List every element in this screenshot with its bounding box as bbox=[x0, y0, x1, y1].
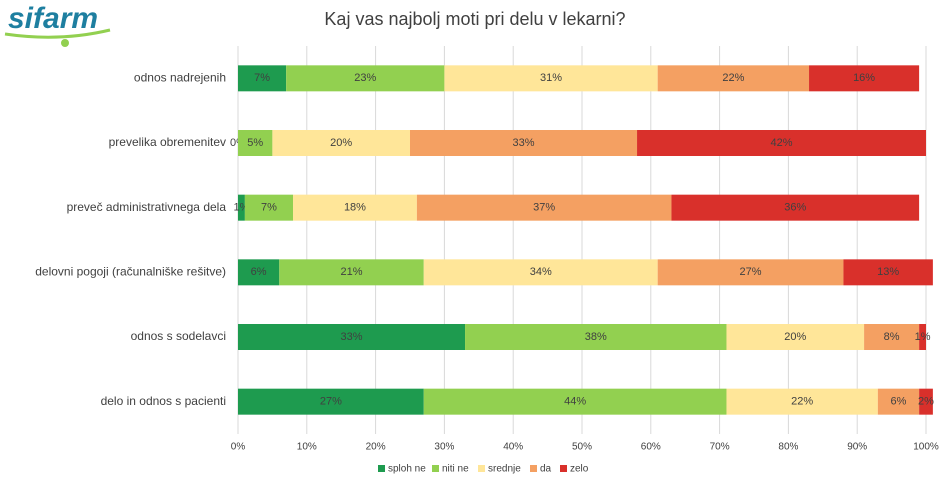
legend-label: da bbox=[540, 464, 552, 475]
x-tick-label: 90% bbox=[847, 442, 867, 453]
legend-label: zelo bbox=[570, 464, 589, 475]
bar-segment bbox=[272, 130, 410, 156]
x-tick-label: 60% bbox=[641, 442, 661, 453]
bar-segment bbox=[671, 194, 920, 221]
data-label: 44% bbox=[564, 396, 586, 408]
bar-segment bbox=[465, 324, 727, 350]
y-tick-label: odnos s sodelavci bbox=[131, 329, 226, 343]
logo: sifarm bbox=[8, 2, 98, 35]
data-label: 27% bbox=[740, 266, 762, 278]
bar-segment bbox=[877, 388, 920, 415]
bar-segment bbox=[423, 259, 658, 286]
bar-segment bbox=[238, 388, 424, 415]
data-label: 7% bbox=[254, 72, 270, 84]
bar-segment bbox=[286, 65, 445, 92]
data-label: 20% bbox=[330, 137, 352, 149]
bar-segment bbox=[444, 65, 658, 92]
y-tick-label: preveč administrativnega dela bbox=[67, 200, 227, 214]
x-tick-label: 20% bbox=[366, 442, 386, 453]
data-label: 37% bbox=[533, 202, 555, 214]
legend-swatch bbox=[560, 465, 567, 472]
chart-title: Kaj vas najbolj moti pri delu v lekarni? bbox=[324, 9, 625, 29]
bar-segment bbox=[843, 259, 933, 286]
data-label: 42% bbox=[771, 137, 793, 149]
legend-swatch bbox=[530, 465, 537, 472]
bar-segment bbox=[238, 194, 245, 221]
bar-segment bbox=[416, 194, 672, 221]
data-label: 22% bbox=[722, 72, 744, 84]
data-label: 34% bbox=[530, 266, 552, 278]
data-label: 38% bbox=[585, 331, 607, 343]
data-label: 21% bbox=[341, 266, 363, 278]
bar-segment bbox=[864, 324, 920, 350]
data-label: 27% bbox=[320, 396, 342, 408]
legend-swatch bbox=[378, 465, 385, 472]
data-label: 16% bbox=[853, 72, 875, 84]
bar-segment bbox=[410, 130, 638, 156]
y-tick-label: prevelika obremenitev bbox=[109, 135, 226, 149]
data-label: 22% bbox=[791, 396, 813, 408]
x-tick-label: 70% bbox=[710, 442, 730, 453]
x-tick-label: 30% bbox=[434, 442, 454, 453]
bar-segment bbox=[293, 194, 417, 221]
logo-swoosh bbox=[4, 28, 111, 39]
legend-label: srednje bbox=[488, 464, 521, 475]
data-label: 33% bbox=[513, 137, 535, 149]
data-label: 6% bbox=[251, 266, 267, 278]
data-label: 33% bbox=[341, 331, 363, 343]
bar-segment bbox=[809, 65, 920, 92]
y-tick-label: delo in odnos s pacienti bbox=[101, 394, 226, 408]
data-label: 8% bbox=[884, 331, 900, 343]
data-label: 31% bbox=[540, 72, 562, 84]
bar-segment bbox=[244, 194, 294, 221]
data-label: 6% bbox=[891, 396, 907, 408]
y-tick-label: odnos nadrejenih bbox=[134, 71, 226, 85]
bar-segment bbox=[238, 65, 287, 92]
y-tick-label: delovni pogoji (računalniške rešitve) bbox=[35, 265, 226, 279]
x-tick-label: 50% bbox=[572, 442, 592, 453]
bar-segment bbox=[726, 388, 878, 415]
data-label: 7% bbox=[261, 202, 277, 214]
legend-label: sploh ne bbox=[388, 464, 426, 475]
bar-segment bbox=[657, 259, 844, 286]
data-label: 2% bbox=[918, 396, 934, 408]
legend-label: niti ne bbox=[442, 464, 469, 475]
legend-swatch bbox=[432, 465, 439, 472]
data-label: 5% bbox=[247, 137, 263, 149]
legend-swatch bbox=[478, 465, 485, 472]
data-label: 20% bbox=[784, 331, 806, 343]
data-label: 23% bbox=[354, 72, 376, 84]
x-tick-label: 0% bbox=[231, 442, 246, 453]
data-label: 18% bbox=[344, 202, 366, 214]
bar-segment bbox=[919, 388, 933, 415]
x-tick-label: 80% bbox=[778, 442, 798, 453]
bar-segment bbox=[279, 259, 424, 286]
x-tick-label: 100% bbox=[913, 442, 939, 453]
data-label: 13% bbox=[877, 266, 899, 278]
bar-segment bbox=[238, 324, 466, 350]
data-label: 1% bbox=[915, 331, 931, 343]
bar-segment bbox=[657, 65, 810, 92]
x-tick-label: 40% bbox=[503, 442, 523, 453]
bar-segment bbox=[238, 259, 280, 286]
x-tick-label: 10% bbox=[297, 442, 317, 453]
data-label: 36% bbox=[784, 202, 806, 214]
bar-segment bbox=[726, 324, 865, 350]
bar-segment bbox=[637, 130, 926, 156]
bar-segment bbox=[423, 388, 727, 415]
bar-segment bbox=[919, 324, 926, 350]
logo-dot bbox=[61, 39, 69, 47]
bar-segment bbox=[238, 130, 273, 156]
